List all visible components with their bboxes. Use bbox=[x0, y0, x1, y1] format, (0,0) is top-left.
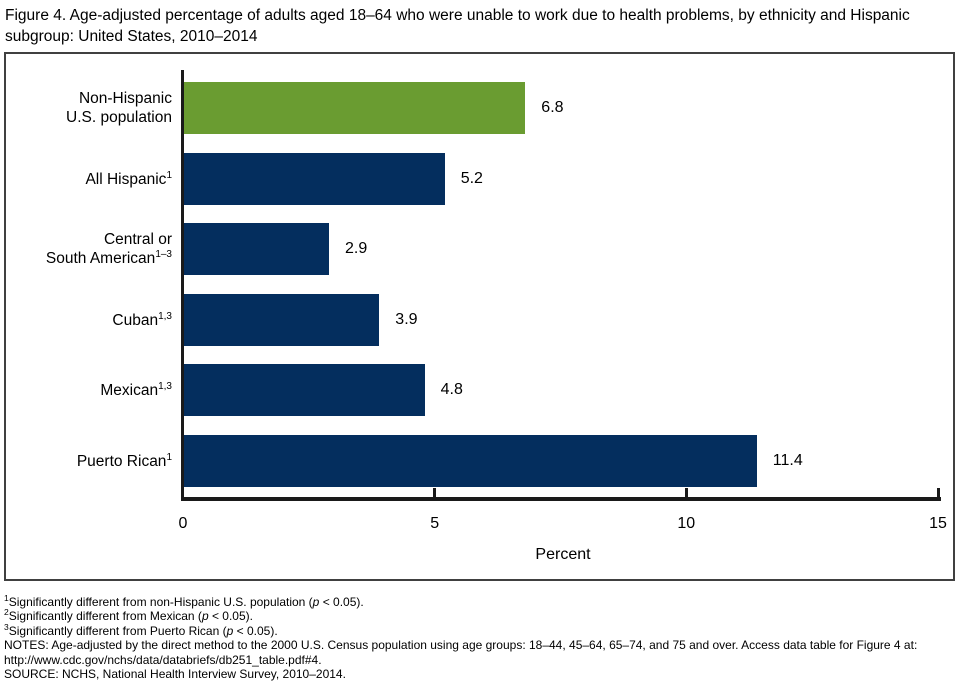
value-label: 11.4 bbox=[772, 452, 803, 469]
notes-text: NOTES: Age-adjusted by the direct method… bbox=[4, 638, 918, 667]
bar bbox=[183, 223, 329, 275]
value-label: 2.9 bbox=[345, 240, 368, 257]
bar bbox=[183, 364, 425, 416]
source-text: SOURCE: NCHS, National Health Interview … bbox=[4, 667, 346, 682]
bar bbox=[183, 153, 445, 205]
category-superscript: 1 bbox=[166, 451, 172, 463]
footnote-1: 1Significantly different from non-Hispan… bbox=[4, 593, 364, 609]
bar bbox=[183, 82, 526, 134]
category-label: Mexican1,3 bbox=[6, 364, 172, 416]
tick-label: 10 bbox=[677, 515, 696, 532]
chart-frame bbox=[4, 52, 955, 581]
tick-mark bbox=[684, 488, 688, 497]
footnote-superscript: 2 bbox=[4, 607, 9, 618]
category-superscript: 1–3 bbox=[155, 248, 172, 260]
tick-label: 5 bbox=[430, 515, 440, 532]
category-label-line: South American1–3 bbox=[45, 248, 172, 267]
category-label: Cuban1,3 bbox=[6, 294, 172, 346]
footnote-superscript: 3 bbox=[4, 621, 9, 632]
bar bbox=[183, 435, 757, 487]
value-label: 5.2 bbox=[460, 170, 483, 187]
value-label: 4.8 bbox=[440, 381, 463, 398]
category-label-line: Cuban1,3 bbox=[112, 310, 172, 329]
category-label: Non-Hispanic U.S. population bbox=[6, 82, 172, 134]
bar bbox=[183, 294, 380, 346]
value-label: 6.8 bbox=[541, 99, 564, 116]
tick-mark bbox=[936, 488, 940, 497]
footnote-3: 3Significantly different from Puerto Ric… bbox=[4, 621, 278, 638]
y-axis-line bbox=[181, 70, 184, 501]
x-axis-line bbox=[181, 497, 941, 501]
category-label-line: U.S. population bbox=[66, 109, 172, 126]
category-superscript: 1 bbox=[166, 169, 172, 181]
category-label-line: Non-Hispanic bbox=[78, 90, 172, 107]
category-label: Central or South American1–3 bbox=[6, 223, 172, 275]
category-label-line: Puerto Rican1 bbox=[76, 451, 172, 470]
tick-mark bbox=[433, 488, 437, 497]
tick-label: 15 bbox=[929, 515, 947, 532]
footnote-superscript: 1 bbox=[4, 593, 9, 603]
category-label: All Hispanic1 bbox=[6, 153, 172, 205]
x-axis-title: Percent bbox=[535, 546, 591, 563]
category-label: Puerto Rican1 bbox=[6, 435, 172, 487]
tick-label: 0 bbox=[178, 515, 188, 532]
figure-title: Figure 4. Age-adjusted percentage of adu… bbox=[5, 7, 910, 45]
category-superscript: 1,3 bbox=[158, 310, 172, 322]
category-label-line: All Hispanic1 bbox=[85, 169, 172, 188]
value-label: 3.9 bbox=[395, 311, 418, 328]
category-label-line: Central or bbox=[103, 231, 172, 248]
category-label-line: Mexican1,3 bbox=[100, 380, 172, 399]
category-superscript: 1,3 bbox=[158, 380, 172, 392]
footnotes-block: 1Significantly different from non-Hispan… bbox=[4, 593, 954, 682]
footnote-2: 2Significantly different from Mexican (p… bbox=[4, 607, 253, 624]
